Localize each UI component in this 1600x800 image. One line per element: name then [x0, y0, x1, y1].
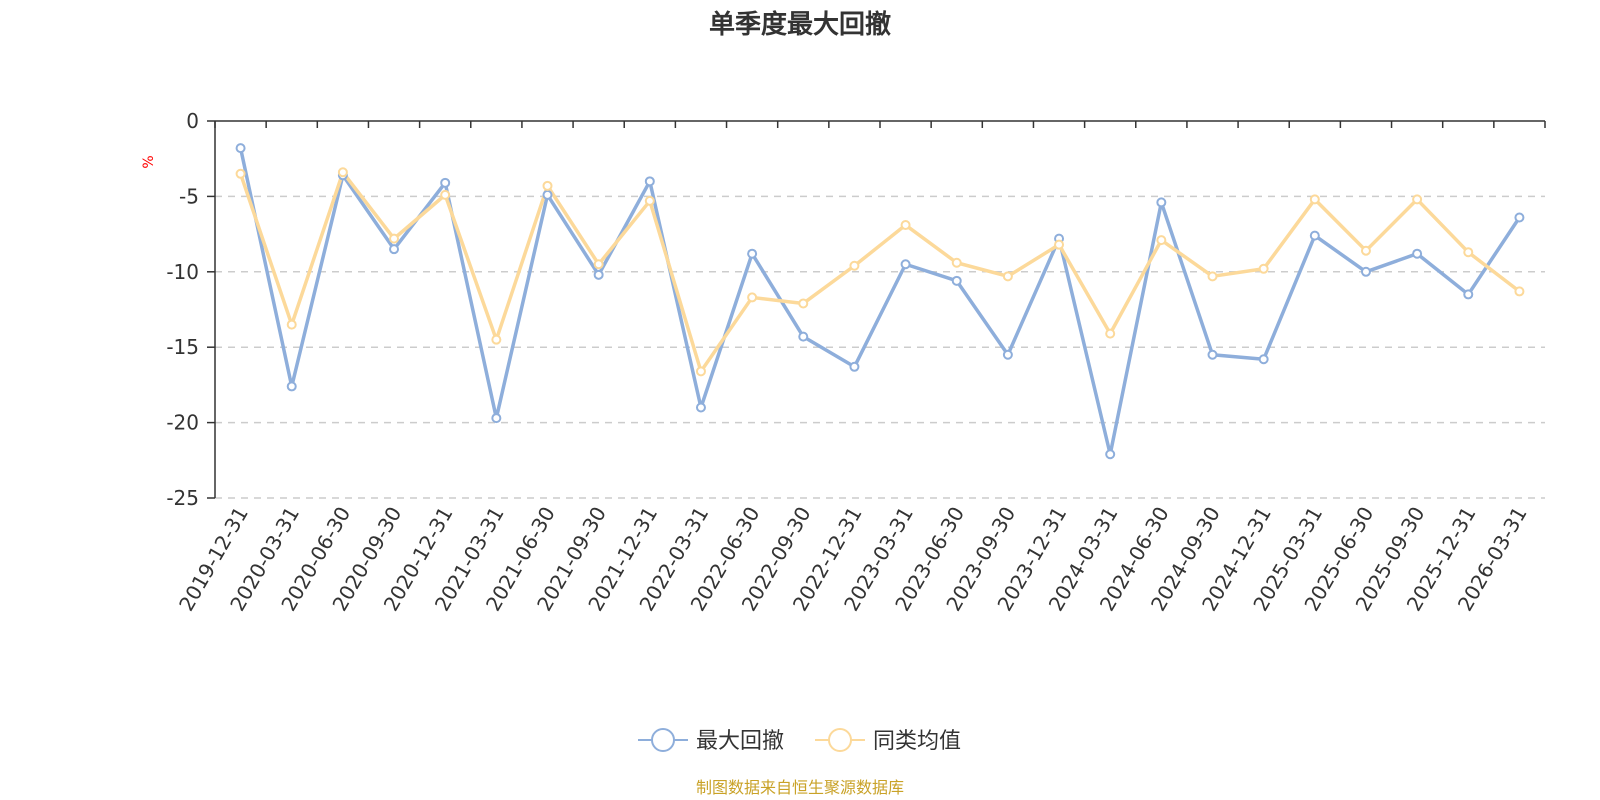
data-point[interactable] — [695, 366, 706, 377]
data-point[interactable] — [1258, 354, 1269, 365]
legend-marker[interactable] — [651, 728, 675, 752]
legend-label[interactable]: 同类均值 — [873, 729, 961, 754]
y-tick-labels: 0 -5 -10 -15 -20 -25 — [166, 109, 199, 510]
data-point[interactable] — [644, 195, 655, 206]
data-point[interactable] — [747, 248, 758, 259]
data-point[interactable] — [1002, 349, 1013, 360]
data-point[interactable] — [1207, 349, 1218, 360]
data-point[interactable] — [900, 259, 911, 270]
data-point[interactable] — [337, 167, 348, 178]
data-point[interactable] — [1309, 194, 1320, 205]
y-tick-label: -25 — [166, 486, 199, 510]
data-point[interactable] — [542, 180, 553, 191]
series-line-0 — [238, 147, 1521, 457]
data-point[interactable] — [849, 260, 860, 271]
data-point[interactable] — [951, 257, 962, 268]
data-point[interactable] — [1463, 289, 1474, 300]
legend-label[interactable]: 最大回撤 — [696, 729, 784, 754]
y-tick-label: -15 — [166, 335, 199, 359]
data-point[interactable] — [440, 177, 451, 188]
data-point[interactable] — [798, 331, 809, 342]
data-point[interactable] — [1309, 230, 1320, 241]
data-point[interactable] — [286, 319, 297, 330]
data-point[interactable] — [695, 402, 706, 413]
data-point[interactable] — [1360, 245, 1371, 256]
data-point[interactable] — [542, 189, 553, 200]
y-tick-label: 0 — [186, 109, 199, 133]
data-point[interactable] — [1105, 328, 1116, 339]
data-point[interactable] — [235, 143, 246, 154]
data-point[interactable] — [1412, 248, 1423, 259]
data-point[interactable] — [1514, 286, 1525, 297]
y-tick-label: -10 — [166, 260, 199, 284]
y-tick-label: -20 — [166, 411, 199, 435]
data-point[interactable] — [1156, 235, 1167, 246]
data-point[interactable] — [235, 168, 246, 179]
data-point[interactable] — [389, 233, 400, 244]
data-point[interactable] — [1514, 212, 1525, 223]
chart-title: 单季度最大回撤 — [709, 9, 891, 40]
legend-marker[interactable] — [828, 728, 852, 752]
data-point[interactable] — [798, 298, 809, 309]
data-point[interactable] — [747, 292, 758, 303]
data-point[interactable] — [389, 244, 400, 255]
data-point[interactable] — [593, 269, 604, 280]
grid-lines — [215, 195, 1545, 499]
data-point[interactable] — [1412, 194, 1423, 205]
data-point[interactable] — [1105, 449, 1116, 460]
legend: 最大回撤 同类均值 — [638, 728, 961, 754]
data-point[interactable] — [1002, 271, 1013, 282]
data-point[interactable] — [440, 189, 451, 200]
data-point[interactable] — [593, 259, 604, 270]
series-group — [235, 143, 1525, 460]
data-point[interactable] — [1054, 239, 1065, 250]
x-tick-labels: 2019-12-312020-03-312020-06-302020-09-30… — [174, 503, 1532, 616]
data-point[interactable] — [1156, 197, 1167, 208]
data-point[interactable] — [1258, 263, 1269, 274]
data-point[interactable] — [849, 361, 860, 372]
data-point[interactable] — [1463, 247, 1474, 258]
data-point[interactable] — [1360, 266, 1371, 277]
series-line-1 — [238, 170, 1521, 374]
data-point[interactable] — [1207, 271, 1218, 282]
data-point[interactable] — [491, 334, 502, 345]
data-point[interactable] — [900, 220, 911, 231]
y-axis-label: % — [141, 155, 157, 168]
data-point[interactable] — [644, 176, 655, 187]
data-point[interactable] — [951, 275, 962, 286]
data-point[interactable] — [286, 381, 297, 392]
axes — [207, 120, 1546, 499]
y-tick-label: -5 — [179, 184, 199, 208]
source-note: 制图数据来自恒生聚源数据库 — [696, 778, 904, 797]
data-point[interactable] — [491, 413, 502, 424]
